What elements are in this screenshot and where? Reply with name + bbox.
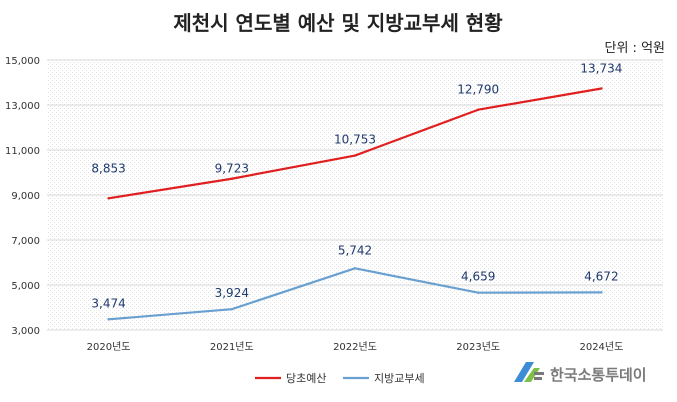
y-tick-label: 5,000 bbox=[11, 281, 40, 292]
data-point bbox=[107, 318, 110, 321]
y-axis-ticks: 3,000 5,000 7,000 9,000 11,000 13,000 15,000 bbox=[5, 56, 40, 337]
x-tick-label: 2022년도 bbox=[333, 341, 377, 353]
data-label: 3,924 bbox=[215, 286, 249, 300]
x-tick-label: 2021년도 bbox=[210, 341, 254, 353]
y-tick-label: 13,000 bbox=[5, 101, 40, 112]
data-label: 4,659 bbox=[461, 270, 495, 284]
data-label: 8,853 bbox=[91, 161, 125, 175]
y-tick-label: 15,000 bbox=[5, 56, 40, 67]
data-point bbox=[230, 177, 233, 180]
data-point bbox=[477, 291, 480, 294]
unit-label: 단위 : 억원 bbox=[605, 41, 666, 56]
gridlines bbox=[47, 59, 663, 331]
legend-label: 당초예산 bbox=[286, 372, 326, 385]
x-tick-label: 2023년도 bbox=[456, 341, 500, 353]
data-point bbox=[353, 154, 357, 157]
data-label: 9,723 bbox=[215, 162, 249, 176]
series-group: 8,853 9,723 10,753 12,790 13,734 3,474 3,924 5,… bbox=[91, 61, 622, 321]
y-tick-label: 7,000 bbox=[11, 236, 40, 247]
data-label: 13,734 bbox=[580, 61, 622, 75]
chart-title: 제천시 연도별 예산 및 지방교부세 현황 bbox=[173, 11, 503, 35]
watermark-logo-icon bbox=[514, 362, 544, 382]
watermark: 한국소통투데이 bbox=[514, 362, 647, 384]
data-point bbox=[477, 108, 480, 111]
data-point bbox=[107, 197, 110, 200]
data-point bbox=[230, 308, 233, 311]
y-tick-label: 9,000 bbox=[11, 191, 40, 202]
watermark-text: 한국소통투데이 bbox=[550, 366, 647, 384]
data-label: 3,474 bbox=[91, 296, 125, 310]
data-label: 12,790 bbox=[457, 83, 499, 97]
data-label: 10,753 bbox=[334, 133, 376, 147]
y-tick-label: 11,000 bbox=[5, 146, 40, 157]
x-tick-label: 2020년도 bbox=[87, 341, 131, 353]
data-point bbox=[600, 87, 603, 90]
legend: 당초예산 지방교부세 bbox=[255, 372, 425, 385]
x-axis-ticks: 2020년도 2021년도 2022년도 2023년도 2024년도 bbox=[87, 341, 624, 353]
y-tick-label: 3,000 bbox=[11, 326, 40, 337]
data-point bbox=[353, 267, 357, 270]
x-tick-label: 2024년도 bbox=[579, 341, 623, 353]
legend-label: 지방교부세 bbox=[374, 372, 425, 385]
data-point bbox=[600, 291, 603, 294]
data-label: 4,672 bbox=[584, 269, 618, 283]
data-label: 5,742 bbox=[338, 243, 372, 257]
